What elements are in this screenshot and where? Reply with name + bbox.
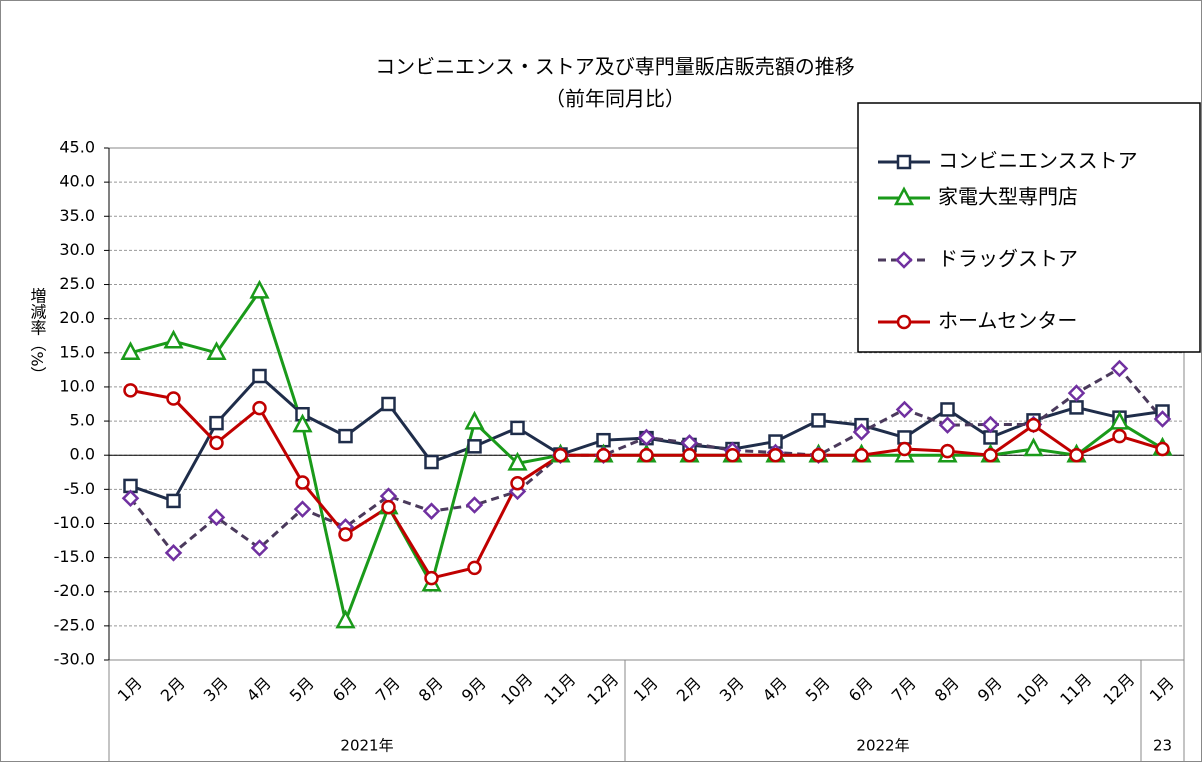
marker-square (381, 396, 396, 412)
marker-triangle (249, 279, 270, 299)
marker-circle (1026, 417, 1041, 433)
marker-diamond (637, 428, 656, 447)
marker-triangle (1023, 437, 1044, 457)
marker-square (209, 415, 224, 431)
y-tick-label: 0.0 (70, 445, 95, 464)
y-tick-label: 35.0 (59, 206, 95, 225)
marker-square (940, 402, 955, 417)
marker-circle (1155, 441, 1170, 457)
marker-triangle (507, 451, 528, 471)
marker-diamond (852, 423, 871, 441)
y-tick-label: -5.0 (64, 479, 95, 498)
marker-circle (510, 475, 525, 491)
chart-subtitle: （前年同月比） (545, 87, 685, 111)
y-tick-label: -15.0 (54, 547, 95, 566)
marker-square (1069, 400, 1084, 415)
marker-circle (123, 383, 138, 398)
marker-square (424, 454, 439, 470)
y-tick-label: 20.0 (59, 308, 95, 327)
marker-circle (424, 570, 439, 586)
marker-circle (940, 443, 955, 459)
marker-circle (1069, 447, 1084, 463)
marker-square (166, 493, 181, 509)
marker-diamond (1153, 410, 1172, 428)
marker-circle (467, 560, 482, 576)
marker-circle (811, 447, 826, 463)
legend-label: ホームセンター (938, 309, 1077, 333)
chart-title: コンビニエンス・ストア及び専門量販店販売額の推移 (375, 55, 855, 79)
y-tick-label: 25.0 (59, 274, 95, 293)
marker-triangle (464, 410, 485, 430)
marker-circle (252, 400, 267, 416)
marker-triangle (163, 329, 184, 349)
marker-circle (295, 475, 310, 490)
marker-diamond (422, 502, 441, 520)
marker-diamond (1110, 359, 1129, 378)
marker-square (467, 439, 482, 454)
legend-box (857, 102, 1201, 353)
marker-square (252, 368, 267, 384)
marker-square (510, 420, 525, 436)
marker-circle (896, 314, 912, 330)
group-label: 2022年 (856, 737, 909, 755)
marker-circle (166, 391, 181, 406)
marker-circle (897, 441, 912, 457)
marker-square (811, 413, 826, 428)
marker-circle (381, 499, 396, 515)
marker-circle (682, 447, 697, 463)
marker-circle (983, 447, 998, 463)
y-tick-label: 45.0 (59, 138, 95, 157)
marker-triangle (120, 341, 141, 361)
y-tick-label: -30.0 (54, 650, 95, 669)
y-tick-label: -20.0 (54, 581, 95, 600)
marker-diamond (1067, 384, 1086, 402)
y-tick-label: 40.0 (59, 172, 95, 191)
y-tick-label: 5.0 (70, 411, 95, 430)
marker-triangle (1109, 410, 1130, 430)
marker-circle (1112, 428, 1127, 444)
marker-diamond (938, 416, 957, 434)
marker-diamond (895, 251, 913, 269)
y-tick-label: 30.0 (59, 240, 95, 259)
marker-diamond (207, 508, 226, 527)
marker-square (983, 430, 998, 445)
legend-label: ドラッグストア (938, 247, 1078, 271)
marker-circle (854, 447, 869, 463)
marker-circle (596, 447, 611, 463)
marker-circle (209, 435, 224, 451)
group-label: 2021年 (340, 737, 393, 755)
marker-diamond (293, 500, 312, 518)
legend-label: 家電大型専門店 (938, 185, 1078, 209)
group-label: 23 (1153, 737, 1172, 755)
marker-triangle (893, 186, 915, 206)
marker-square (897, 430, 912, 445)
marker-diamond (250, 539, 269, 557)
marker-circle (768, 447, 783, 463)
y-tick-label: -25.0 (54, 615, 95, 634)
marker-diamond (981, 415, 1000, 434)
y-axis-label: 増減率（%） (28, 287, 47, 382)
marker-diamond (121, 489, 140, 507)
marker-circle (553, 447, 568, 463)
marker-diamond (895, 400, 914, 419)
marker-diamond (164, 544, 183, 562)
marker-circle (639, 447, 654, 463)
y-tick-label: 10.0 (59, 376, 95, 395)
legend-label: コンビニエンスストア (938, 149, 1138, 173)
y-tick-label: -10.0 (54, 513, 95, 532)
marker-triangle (206, 341, 227, 361)
marker-triangle (335, 609, 356, 629)
marker-triangle (292, 413, 313, 433)
marker-circle (338, 527, 353, 542)
marker-square (896, 154, 912, 170)
marker-diamond (465, 496, 484, 514)
marker-circle (725, 447, 740, 463)
marker-square (338, 428, 353, 444)
y-tick-label: 15.0 (59, 342, 95, 361)
